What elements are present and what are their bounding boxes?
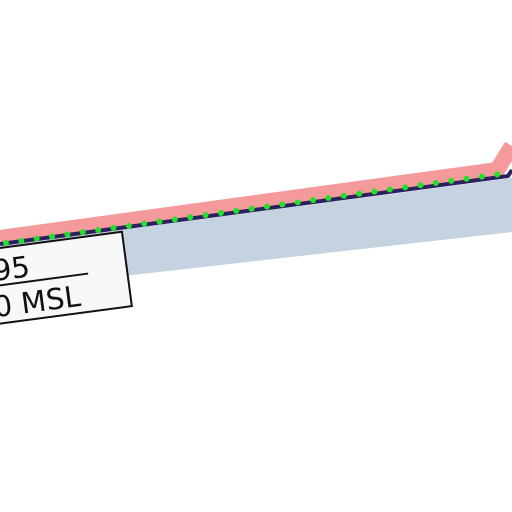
airspace-band	[0, 178, 512, 290]
boundary-halo	[0, 141, 512, 246]
altitude-upper-limit: 95	[0, 249, 32, 288]
airspace-boundary-line	[0, 168, 512, 246]
altitude-label-divider	[0, 272, 89, 291]
altitude-label-box: 95 0 MSL	[0, 230, 133, 329]
